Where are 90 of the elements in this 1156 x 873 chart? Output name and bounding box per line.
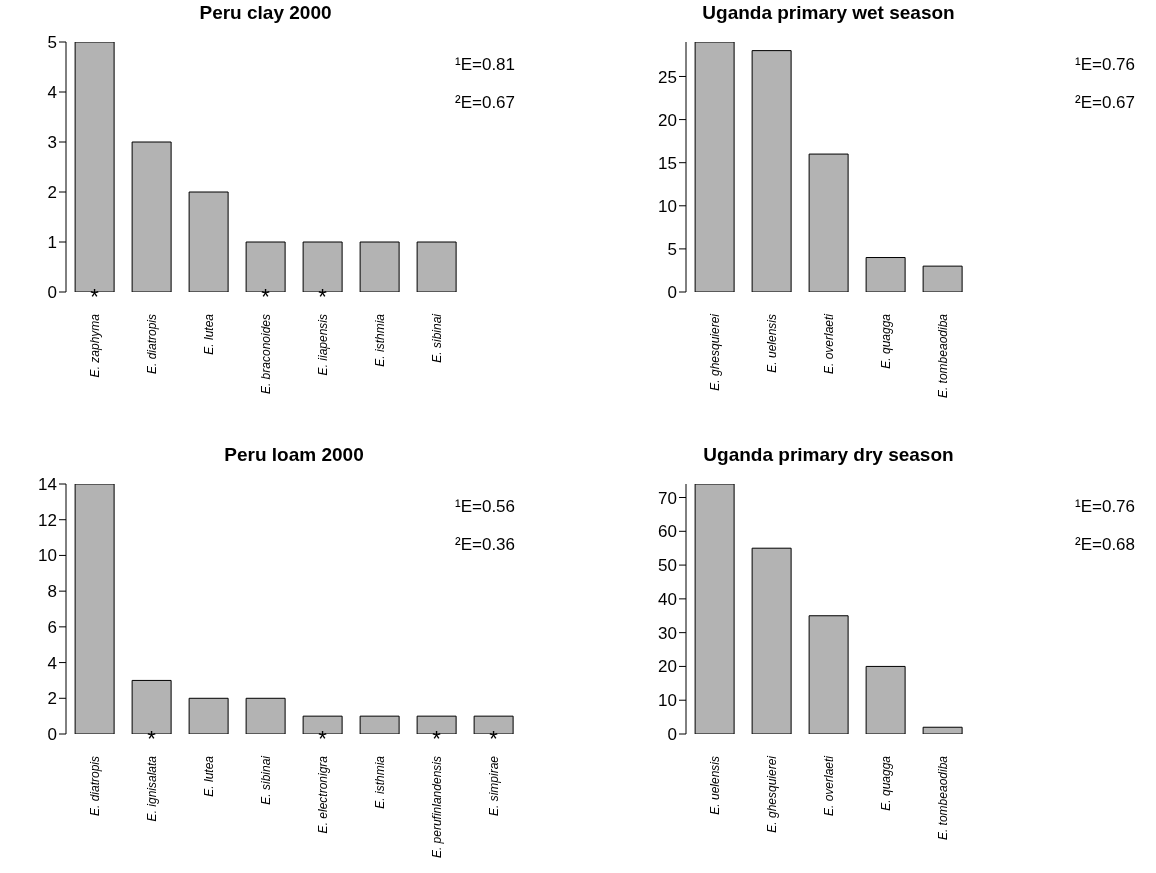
bar bbox=[694, 484, 735, 734]
x-tick-label: E. sibinai bbox=[258, 755, 273, 805]
bar bbox=[751, 50, 792, 292]
chart-title: Uganda primary wet season bbox=[701, 2, 956, 24]
y-tick-label: 30 bbox=[658, 623, 677, 643]
bar bbox=[188, 191, 229, 292]
annotation: ²E=0.67 bbox=[455, 92, 516, 114]
y-tick-label: 50 bbox=[658, 556, 677, 576]
bar bbox=[922, 265, 963, 292]
y-tick-label: 0 bbox=[47, 283, 57, 303]
annotation: * bbox=[318, 284, 328, 309]
annotation: ²E=0.36 bbox=[455, 534, 516, 556]
x-tick-label: E. simpirae bbox=[486, 755, 501, 817]
bar bbox=[416, 241, 457, 292]
y-tick-label: 0 bbox=[667, 283, 677, 303]
y-tick-label: 12 bbox=[38, 510, 57, 530]
x-tick-label: E. sibinai bbox=[429, 313, 444, 363]
chart-title: Uganda primary dry season bbox=[702, 444, 955, 466]
y-tick-label: 20 bbox=[658, 657, 677, 677]
x-tick-label: E. uelensis bbox=[707, 756, 722, 815]
x-tick-label: E. ignisalata bbox=[144, 755, 159, 822]
text: ¹E=0.76 bbox=[1075, 54, 1136, 76]
bar bbox=[359, 241, 400, 292]
y-tick-label: 4 bbox=[47, 83, 57, 103]
x-tick-label: E. ghesquierei bbox=[707, 313, 722, 391]
bar bbox=[922, 726, 963, 734]
y-tick-label: 70 bbox=[658, 488, 677, 508]
x-tick-label: E. uelensis bbox=[764, 314, 779, 373]
bar bbox=[188, 697, 229, 734]
bar bbox=[359, 715, 400, 734]
x-tick-label: E. electronigra bbox=[315, 755, 330, 834]
y-tick-label: 10 bbox=[658, 196, 677, 216]
x-tick-label: E. quagga bbox=[878, 313, 893, 369]
bar bbox=[808, 615, 849, 734]
x-tick-label: E. overlaeti bbox=[821, 755, 836, 817]
y-tick-label: 5 bbox=[667, 239, 677, 259]
x-tick-label: E. iiapensis bbox=[315, 314, 330, 376]
x-tick-label: E. overlaeti bbox=[821, 313, 836, 375]
annotation: * bbox=[432, 726, 442, 751]
y-tick-label: 0 bbox=[47, 725, 57, 745]
annotation: * bbox=[90, 284, 100, 309]
bar bbox=[694, 42, 735, 292]
y-tick-label: 40 bbox=[658, 589, 677, 609]
chart-title: Peru loam 2000 bbox=[223, 444, 365, 466]
y-tick-label: 0 bbox=[667, 725, 677, 745]
y-tick-label: 10 bbox=[38, 546, 57, 566]
x-tick-label: E. zaphyma bbox=[87, 313, 102, 378]
x-tick-label: E. perufinlandensis bbox=[429, 756, 444, 859]
y-tick-label: 60 bbox=[658, 522, 677, 542]
y-tick-label: 4 bbox=[47, 653, 57, 673]
y-tick-label: 6 bbox=[47, 617, 57, 637]
annotation: ¹E=0.56 bbox=[455, 496, 516, 518]
bar bbox=[808, 153, 849, 292]
chart-title: Peru clay 2000 bbox=[198, 2, 333, 24]
annotation: * bbox=[489, 726, 499, 751]
bar bbox=[751, 547, 792, 734]
x-tick-label: E. isthmia bbox=[372, 313, 387, 367]
text: ¹E=0.76 bbox=[1075, 496, 1136, 518]
y-tick-label: 2 bbox=[47, 689, 57, 709]
y-tick-label: 14 bbox=[38, 475, 57, 495]
bar bbox=[74, 484, 115, 734]
x-tick-label: E. diatropis bbox=[87, 756, 102, 817]
y-tick-label: 10 bbox=[658, 691, 677, 711]
y-tick-label: 8 bbox=[47, 582, 57, 602]
y-tick-label: 5 bbox=[47, 33, 57, 53]
y-tick-label: 20 bbox=[658, 110, 677, 130]
bar bbox=[865, 257, 906, 292]
bar bbox=[245, 697, 286, 734]
x-tick-label: E. quagga bbox=[878, 755, 893, 811]
y-tick-label: 15 bbox=[658, 153, 677, 173]
x-tick-label: E. ghesquierei bbox=[764, 755, 779, 833]
annotation: * bbox=[318, 726, 328, 751]
y-tick-label: 25 bbox=[658, 67, 677, 87]
y-tick-label: 2 bbox=[47, 183, 57, 203]
annotation: * bbox=[261, 284, 271, 309]
text: ²E=0.67 bbox=[1075, 92, 1136, 114]
x-tick-label: E. diatropis bbox=[144, 314, 159, 375]
x-tick-label: E. lutea bbox=[201, 313, 216, 355]
x-tick-label: E. tombeaodiba bbox=[935, 755, 950, 841]
x-tick-label: E. braconoides bbox=[258, 314, 273, 395]
text: ²E=0.68 bbox=[1075, 534, 1136, 556]
y-tick-label: 1 bbox=[47, 233, 57, 253]
bar bbox=[865, 665, 906, 734]
x-tick-label: E. lutea bbox=[201, 755, 216, 797]
y-tick-label: 3 bbox=[47, 133, 57, 153]
x-tick-label: E. isthmia bbox=[372, 755, 387, 809]
annotation: ¹E=0.81 bbox=[455, 54, 516, 76]
annotation: * bbox=[147, 726, 157, 751]
bar bbox=[131, 141, 172, 292]
x-tick-label: E. tombeaodiba bbox=[935, 313, 950, 399]
